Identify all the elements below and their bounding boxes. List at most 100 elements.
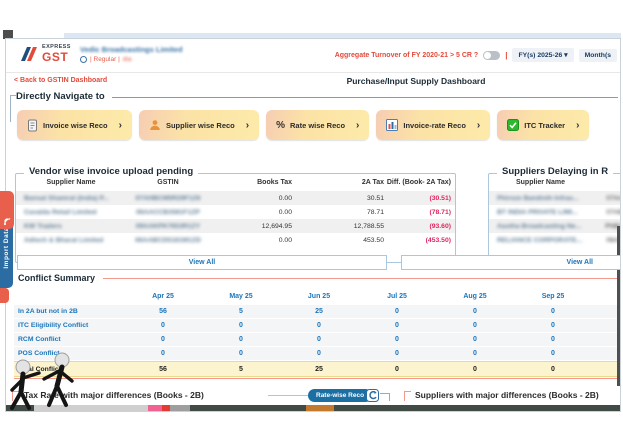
chart-icon [386, 119, 399, 131]
company-type: | Regular | [90, 56, 120, 63]
vendor-table-row[interactable]: Bansal Shamrat (India) P... 07AHBCM5R29F1… [16, 191, 455, 205]
suppliers-view-all[interactable]: View All [401, 255, 620, 270]
diff-cell: (78.71) [429, 208, 451, 216]
conflict-row-label: ITC Eligibility Conflict [18, 322, 89, 329]
chevron-right-icon: › [576, 119, 580, 131]
supplier-value-cell: 06AA [606, 236, 620, 244]
conflict-value-cell: 0 [239, 350, 243, 357]
supplier-icon [149, 119, 161, 131]
conflict-row-itc-eligibility-conflict[interactable]: ITC Eligibility Conflict 0 0 0 0 0 0 [14, 319, 620, 332]
side-tab-fragment[interactable] [0, 288, 9, 303]
conflict-row-in-2a-but-not-in-2b[interactable]: In 2A but not in 2B 56 5 25 0 0 0 [14, 305, 620, 318]
nav-button-label: Invoice-rate Reco [403, 120, 466, 130]
nav-button-rate-wise-reco[interactable]: % Rate wise Reco › [266, 110, 370, 140]
conflict-value-cell: 0 [161, 322, 165, 329]
header-separator: | [505, 50, 508, 60]
scroll-segment [148, 405, 162, 411]
supplier-name-cell: Phiroze Bandisth Infras... [497, 194, 579, 202]
nav-button-invoice-wise-reco[interactable]: Invoice wise Reco › [17, 110, 132, 140]
fy-selector[interactable]: FY(s) 2025-26 ▾ [512, 48, 574, 62]
conflict-value-cell: 0 [317, 336, 321, 343]
checkbox-icon [507, 119, 520, 131]
vendor-table-body: Bansal Shamrat (India) P... 07AHBCM5R29F1… [16, 191, 455, 247]
conflict-value-cell: 0 [551, 350, 555, 357]
conflict-row-label: RCM Conflict [18, 336, 61, 343]
conflict-row-label: Total Conflict [18, 365, 61, 373]
conflict-value-cell: 0 [551, 308, 555, 315]
conflict-value-cell: 0 [239, 322, 243, 329]
right-scrollbar[interactable] [617, 226, 620, 386]
view-all-link[interactable]: View All [188, 259, 216, 266]
broadcast-tab[interactable] [0, 191, 14, 229]
chevron-right-icon: › [356, 119, 360, 131]
conflict-value-cell: 0 [473, 365, 477, 373]
conflict-value-cell: 0 [551, 336, 555, 343]
nav-button-label: Supplier wise Reco [165, 120, 235, 130]
nav-button-supplier-wise-reco[interactable]: Supplier wise Reco › [138, 110, 260, 140]
chevron-right-icon: › [476, 119, 481, 131]
percent-icon: % [276, 119, 285, 131]
vendor-table-row[interactable]: Cavalda Retail Limited 06AACCB3581F1ZP 0.0… [16, 205, 455, 219]
company-name: Vedic Broadcastings Limited [80, 45, 183, 54]
vendor-panel-title: Vendor wise invoice upload pending [24, 166, 199, 177]
column-header: Supplier Name [46, 179, 96, 186]
suppliers-table-header: Supplier Name [489, 174, 620, 191]
vendor-table-header: Supplier Name GSTIN Books Tax 2A Tax Dif… [16, 174, 455, 191]
conflict-row-total-conflict[interactable]: Total Conflict 56 5 25 0 0 0 [14, 361, 620, 377]
conflict-value-cell: 25 [315, 308, 323, 315]
supplier-name-cell: BT INDIA PRIVATE LIMI... [497, 208, 578, 216]
nav-button-label: Rate wise Reco [290, 120, 346, 130]
scroll-segment [34, 405, 148, 411]
conflict-value-cell: 0 [473, 336, 477, 343]
window-top-strip [64, 33, 621, 38]
month-header: Aug 25 [463, 293, 487, 300]
conflict-value-cell: 5 [239, 308, 243, 315]
conflict-value-cell: 0 [395, 308, 399, 315]
chevron-right-icon: › [118, 119, 122, 131]
conflict-summary-bottom-line [14, 378, 620, 379]
logo-icon [21, 47, 37, 61]
supplier-name-cell: KW Traders [24, 222, 62, 230]
vendor-view-all[interactable]: View All [17, 255, 387, 270]
books-tax-cell: 12,694.95 [261, 222, 292, 230]
rate-wise-reco-button[interactable]: Rate-wise Reco [308, 389, 373, 402]
company-status-icon [80, 56, 87, 63]
conflict-value-cell: 0 [317, 350, 321, 357]
gstin-cell: 07AHBCM5R29F1Z6 [135, 194, 201, 202]
column-header: Supplier Name [515, 179, 565, 186]
directly-navigate-border [10, 95, 16, 122]
back-to-gstin-dashboard-link[interactable]: < Back to GSTIN Dashboard [14, 77, 108, 84]
reco-link-icon[interactable] [366, 389, 379, 407]
column-header: Diff. (Book- 2A Tax) [386, 179, 451, 186]
tax-rate-section-line [268, 395, 308, 396]
conflict-value-cell: 56 [159, 365, 167, 373]
conflict-value-cell: 56 [159, 308, 167, 315]
column-header: GSTIN [157, 179, 179, 186]
page-title: Purchase/Input Supply Dashboard [346, 76, 486, 86]
diff-cell: (30.51) [429, 194, 451, 202]
nav-buttons-row: Invoice wise Reco › Supplier wise Reco ›% Ra… [17, 110, 590, 140]
conflict-row-pos-conflict[interactable]: POS Conflict 0 0 0 0 0 0 [14, 347, 620, 360]
expressgst-logo[interactable]: EXPRESS GST [18, 44, 71, 64]
month-selector[interactable]: Month(s [578, 48, 617, 62]
suppliers-table-row[interactable]: RELIANCE CORPORATE... 06AA [489, 233, 620, 247]
aggregate-turnover-toggle[interactable] [483, 50, 501, 60]
conflict-value-cell: 5 [239, 365, 243, 373]
conflict-summary-line [103, 278, 620, 279]
view-all-link[interactable]: View All [566, 259, 593, 266]
suppliers-panel-title: Suppliers Delaying in R [497, 166, 614, 177]
suppliers-table-row[interactable]: Aastha Broadcasting Ne... PNB1 [489, 219, 620, 233]
books-tax-cell: 0.00 [278, 194, 292, 202]
vendor-table-row[interactable]: Adtech & Bharat Limited 06AABCD5181M1ZD 0.… [16, 233, 455, 247]
bottom-scroll-bar[interactable] [6, 405, 620, 411]
window-corner-fragment [3, 30, 13, 39]
nav-button-invoice-rate-reco[interactable]: Invoice-rate Reco › [376, 110, 491, 140]
conflict-row-rcm-conflict[interactable]: RCM Conflict 0 0 0 0 0 0 [14, 333, 620, 346]
nav-button-itc-tracker[interactable]: ITC Tracker › [497, 110, 590, 140]
vendor-table-row[interactable]: KW Traders 09AAKPK7653R1ZY 12,694.95 12,788… [16, 219, 455, 233]
logo-gst-text: GST [42, 49, 69, 64]
month-header: Jul 25 [387, 293, 407, 300]
reco-connector [380, 393, 390, 401]
